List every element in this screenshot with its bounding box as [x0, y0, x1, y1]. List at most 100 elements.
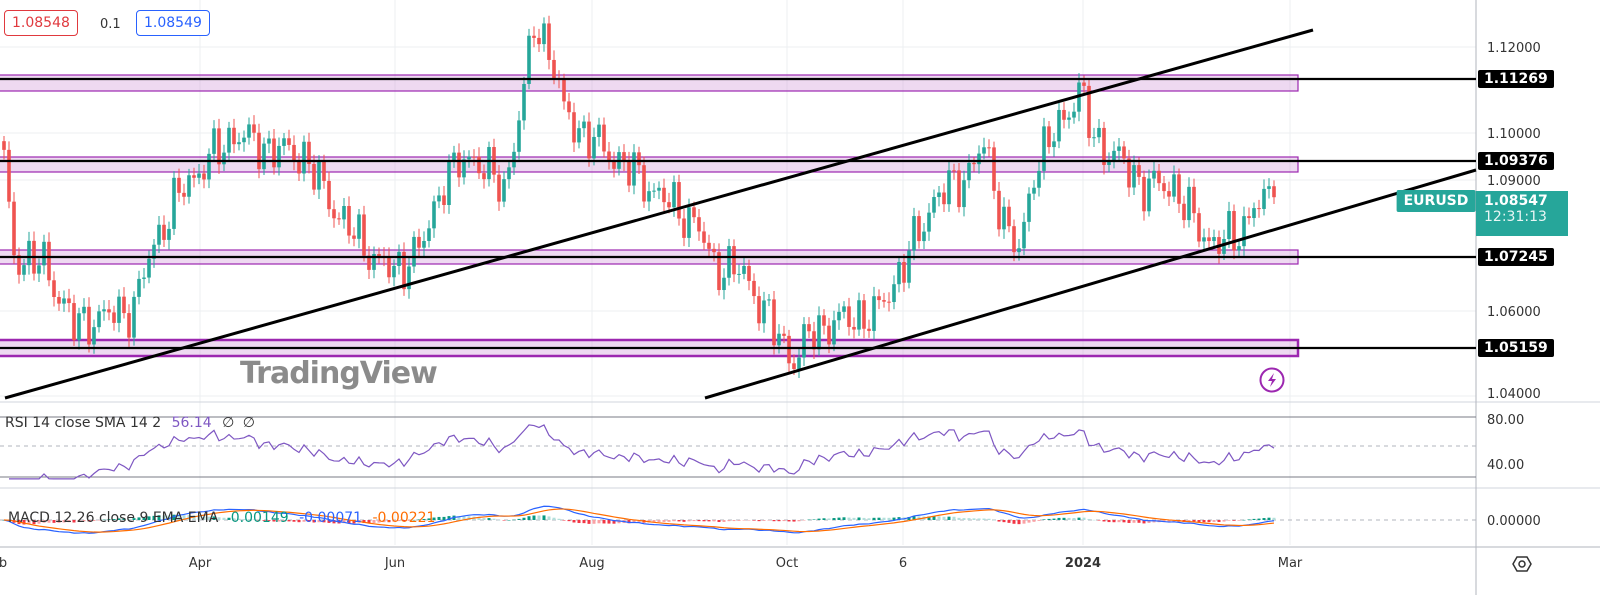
- candle-body: [707, 242, 711, 249]
- candle-body: [1017, 248, 1021, 253]
- macd-histogram-bar: [1192, 520, 1196, 522]
- candle-body: [347, 206, 351, 236]
- candle-body: [257, 132, 261, 170]
- macd-histogram-bar: [662, 520, 666, 522]
- candle-body: [462, 159, 466, 178]
- macd-histogram-bar: [702, 520, 706, 522]
- macd-histogram-bar: [1227, 520, 1231, 521]
- macd-hist-value: 0.00149: [230, 510, 289, 526]
- macd-legend[interactable]: MACD 12 26 close 9 EMA EMA 0.00149 -0.00…: [8, 510, 435, 526]
- candle-body: [1247, 216, 1251, 219]
- candle-body: [767, 299, 771, 301]
- macd-histogram-bar: [467, 516, 471, 520]
- candle-body: [1197, 213, 1201, 242]
- candle-body: [447, 161, 451, 205]
- candle-body: [522, 83, 526, 121]
- macd-histogram-bar: [882, 517, 886, 520]
- macd-histogram-bar: [1232, 520, 1236, 521]
- macd-histogram-bar: [1242, 519, 1246, 521]
- macd-histogram-bar: [362, 520, 366, 523]
- candle-body: [192, 175, 196, 178]
- macd-line: [3, 505, 1275, 534]
- macd-histogram-bar: [1012, 520, 1016, 524]
- bid-price-box[interactable]: 1.08548: [4, 10, 78, 36]
- candle-body: [577, 128, 581, 143]
- candle-body: [567, 101, 571, 113]
- macd-histogram-bar: [42, 520, 46, 523]
- last-price: 1.08547: [1484, 193, 1548, 209]
- candle-body: [292, 144, 296, 161]
- macd-histogram-bar: [997, 520, 1001, 522]
- macd-histogram-bar: [1247, 519, 1251, 520]
- macd-histogram-bar: [377, 520, 381, 523]
- candle-body: [1022, 221, 1026, 249]
- candle-body: [322, 161, 326, 181]
- macd-histogram-bar: [982, 518, 986, 520]
- macd-histogram-bar: [1187, 520, 1191, 522]
- macd-histogram-bar: [52, 520, 56, 523]
- candle-body: [1027, 193, 1031, 222]
- macd-histogram-bar: [417, 519, 421, 520]
- rsi-legend[interactable]: RSI 14 close SMA 14 2 56.14 ∅ ∅: [5, 415, 255, 431]
- candle-body: [732, 246, 736, 275]
- macd-histogram-bar: [1082, 517, 1086, 520]
- candle-body: [377, 254, 381, 257]
- ask-price-box[interactable]: 1.08549: [136, 10, 210, 36]
- candle-body: [807, 324, 811, 332]
- candle-body: [582, 121, 586, 129]
- candle-body: [62, 298, 66, 304]
- candle-body: [157, 224, 161, 245]
- candle-body: [1047, 126, 1051, 148]
- candle-body: [637, 152, 641, 166]
- candle-body: [982, 147, 986, 154]
- candle-body: [22, 265, 26, 275]
- lightning-icon[interactable]: [1259, 367, 1285, 393]
- macd-histogram-bar: [1127, 520, 1131, 523]
- candle-body: [1237, 246, 1241, 251]
- candle-body: [832, 320, 836, 345]
- level-label-2: 1.09376: [1478, 152, 1554, 170]
- macd-histogram-bar: [892, 517, 896, 520]
- macd-histogram-bar: [397, 520, 401, 522]
- macd-histogram-bar: [867, 518, 871, 520]
- macd-histogram-bar: [182, 515, 186, 520]
- candle-body: [17, 255, 21, 275]
- macd-histogram-bar: [1042, 519, 1046, 520]
- macd-histogram-bar: [917, 516, 921, 520]
- candle-body: [762, 300, 766, 324]
- macd-histogram-bar: [197, 515, 201, 520]
- macd-histogram-bar: [267, 520, 271, 521]
- macd-histogram-bar: [192, 515, 196, 520]
- macd-histogram-bar: [427, 518, 431, 520]
- candle-body: [87, 306, 91, 345]
- candle-body: [1252, 208, 1256, 219]
- macd-histogram-bar: [497, 519, 501, 521]
- candle-body: [287, 138, 291, 145]
- candle-body: [497, 174, 501, 202]
- macd-histogram-bar: [502, 520, 506, 521]
- macd-histogram-bar: [787, 520, 791, 522]
- candle-body: [147, 258, 151, 278]
- candle-body: [7, 149, 11, 202]
- macd-histogram-bar: [822, 518, 826, 520]
- macd-histogram-bar: [977, 518, 981, 520]
- level-label-1: 1.11269: [1478, 70, 1554, 88]
- candle-body: [957, 170, 961, 208]
- candle-body: [302, 141, 306, 174]
- macd-histogram-bar: [462, 516, 466, 520]
- macd-histogram-bar: [142, 516, 146, 520]
- candle-body: [992, 147, 996, 191]
- candle-body: [127, 313, 131, 338]
- macd-histogram-bar: [697, 520, 701, 522]
- macd-histogram-bar: [422, 518, 426, 520]
- level-label-4: 1.05159: [1478, 339, 1554, 357]
- macd-histogram-bar: [47, 520, 51, 523]
- macd-histogram-bar: [842, 517, 846, 520]
- macd-histogram-bar: [827, 518, 831, 520]
- candle-body: [942, 192, 946, 205]
- candle-body: [517, 120, 521, 152]
- settings-icon[interactable]: [1512, 554, 1532, 574]
- candle-body: [1182, 203, 1186, 221]
- macd-histogram-bar: [287, 520, 291, 522]
